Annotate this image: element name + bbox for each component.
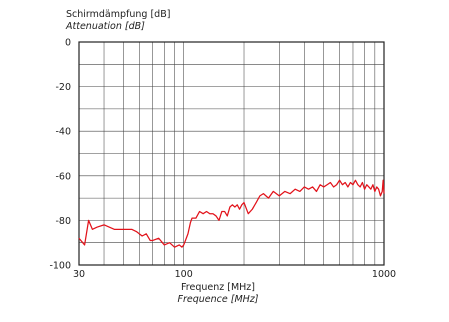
- x-axis-title: Frequenz [MHz]: [181, 282, 255, 293]
- x-tick-label: 100: [175, 269, 193, 280]
- y-tick-label: -60: [55, 171, 71, 182]
- y-tick-labels: 0 -20 -40 -60 -80 -100: [49, 38, 71, 272]
- y-tick-label: -20: [55, 82, 71, 93]
- x-tick-labels: 30 100 1000: [73, 269, 396, 280]
- grid-lines: [79, 42, 384, 265]
- y-tick-label: -80: [55, 216, 71, 227]
- y-axis-title-english: Attenuation [dB]: [65, 21, 145, 32]
- x-axis-title-english: Frequence [MHz]: [178, 294, 259, 305]
- x-tick-label: 1000: [372, 269, 396, 280]
- x-tick-label: 30: [73, 269, 85, 280]
- y-tick-label: 0: [65, 38, 71, 49]
- y-tick-label: -100: [49, 261, 71, 272]
- series-line: [78, 179, 385, 248]
- plot-frame: [78, 41, 385, 266]
- y-axis-title: Schirmdämpfung [dB]: [66, 9, 170, 20]
- y-tick-label: -40: [55, 127, 71, 138]
